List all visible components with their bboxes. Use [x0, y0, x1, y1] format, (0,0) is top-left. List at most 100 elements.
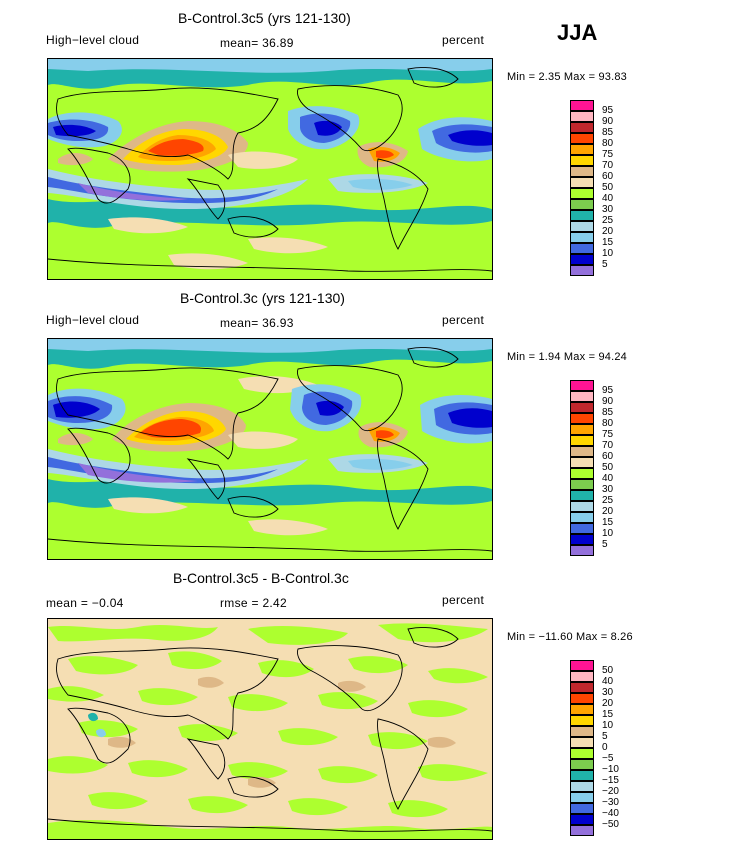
panel-3-minmax: Min = −11.60 Max = 8.26	[507, 631, 633, 643]
panel-2-swatch-8	[570, 457, 594, 468]
panel-1-colorbar-label: 95	[602, 105, 614, 116]
panel-1-colorbar-label: 25	[602, 215, 614, 226]
panel-2-colorbar-label: 85	[602, 407, 614, 418]
panel-2-swatch-16	[570, 545, 594, 556]
panel-3-swatch-14	[570, 803, 594, 814]
panel-3-title: B-Control.3c5 - B-Control.3c	[173, 570, 349, 586]
panel-3-swatch-12	[570, 781, 594, 792]
panel-1-swatch-1	[570, 100, 594, 111]
panel-1-swatch-3	[570, 122, 594, 133]
panel-3-swatch-9	[570, 748, 594, 759]
panel-1-colorbar-label: 85	[602, 127, 614, 138]
panel-3-swatch-15	[570, 814, 594, 825]
panel-3-swatch-10	[570, 759, 594, 770]
panel-2-swatch-10	[570, 479, 594, 490]
panel-1-colorbar-label: 5	[602, 259, 608, 270]
panel-1-units-label: percent	[442, 33, 485, 47]
panel-1-swatch-2	[570, 111, 594, 122]
panel-2-colorbar-label: 40	[602, 473, 614, 484]
panel-2-colorbar-label: 75	[602, 429, 614, 440]
panel-1-colorbar-label: 15	[602, 237, 614, 248]
panel-2-units-label: percent	[442, 313, 485, 327]
panel-1-swatch-15	[570, 254, 594, 265]
panel-2-swatch-13	[570, 512, 594, 523]
panel-3-swatch-13	[570, 792, 594, 803]
panel-2-swatch-11	[570, 490, 594, 501]
panel-2-swatch-1	[570, 380, 594, 391]
panel-3-swatch-5	[570, 704, 594, 715]
panel-3-rmse-label: rmse = 2.42	[220, 596, 287, 610]
panel-2-swatch-15	[570, 534, 594, 545]
panel-2-swatch-2	[570, 391, 594, 402]
panel-2-mean-label: mean= 36.93	[220, 316, 294, 330]
panel-2-colorbar-label: 25	[602, 495, 614, 506]
panel-3-colorbar-label: 40	[602, 676, 614, 687]
panel-3-swatch-7	[570, 726, 594, 737]
panel-3-colorbar-label: −40	[602, 808, 619, 819]
panel-1-colorbar-label: 70	[602, 160, 614, 171]
panel-2-colorbar-label: 80	[602, 418, 614, 429]
panel-1-swatch-13	[570, 232, 594, 243]
panel-2-colorbar-label: 60	[602, 451, 614, 462]
panel-3-colorbar-label: 10	[602, 720, 614, 731]
panel-1-swatch-10	[570, 199, 594, 210]
panel-1-colorbar-label: 50	[602, 182, 614, 193]
panel-2-colorbar-label: 50	[602, 462, 614, 473]
panel-1-colorbar-label: 40	[602, 193, 614, 204]
panel-3-colorbar-label: −50	[602, 819, 619, 830]
panel-2-colorbar-label: 30	[602, 484, 614, 495]
panel-1-title: B-Control.3c5 (yrs 121-130)	[178, 10, 351, 26]
panel-1-swatch-16	[570, 265, 594, 276]
panel-1-colorbar-label: 30	[602, 204, 614, 215]
panel-3-swatch-11	[570, 770, 594, 781]
panel-1-colorbar-label: 90	[602, 116, 614, 127]
panel-3-colorbar-label: −5	[602, 753, 614, 764]
panel-3-colorbar-label: 30	[602, 687, 614, 698]
panel-3-swatch-4	[570, 693, 594, 704]
panel-1-swatch-11	[570, 210, 594, 221]
panel-3-swatch-1	[570, 660, 594, 671]
panel-1-minmax: Min = 2.35 Max = 93.83	[507, 71, 627, 83]
panel-2-cloud-map	[47, 338, 493, 560]
panel-1-colorbar-label: 20	[602, 226, 614, 237]
panel-1-swatch-9	[570, 188, 594, 199]
panel-3-mean-label: mean = −0.04	[46, 596, 124, 610]
panel-2-variable-label: High−level cloud	[46, 313, 140, 327]
panel-2-swatch-14	[570, 523, 594, 534]
panel-2-swatch-7	[570, 446, 594, 457]
panel-1-colorbar-label: 75	[602, 149, 614, 160]
panel-1-swatch-14	[570, 243, 594, 254]
panel-3-colorbar-label: 50	[602, 665, 614, 676]
panel-1-colorbar-label: 80	[602, 138, 614, 149]
panel-1-colorbar-label: 10	[602, 248, 614, 259]
panel-3-swatch-3	[570, 682, 594, 693]
panel-2-colorbar-label: 70	[602, 440, 614, 451]
panel-3-colorbar-label: 0	[602, 742, 608, 753]
panel-3-colorbar-label: 15	[602, 709, 614, 720]
panel-2-colorbar-label: 20	[602, 506, 614, 517]
panel-3-colorbar-label: −10	[602, 764, 619, 775]
panel-3-swatch-16	[570, 825, 594, 836]
panel-2-swatch-4	[570, 413, 594, 424]
panel-2-colorbar-label: 15	[602, 517, 614, 528]
panel-2-swatch-5	[570, 424, 594, 435]
panel-2-colorbar: 95 90 85 80 75 70 60 50 40 30 25 20 15 1…	[570, 380, 630, 556]
panel-2-minmax: Min = 1.94 Max = 94.24	[507, 351, 627, 363]
panel-1-swatch-4	[570, 133, 594, 144]
panel-1-colorbar: 95 90 85 80 75 70 60 50 40 30 25 20 15 1…	[570, 100, 630, 276]
panel-3-colorbar-label: 20	[602, 698, 614, 709]
panel-3-colorbar-label: −15	[602, 775, 619, 786]
panel-1-colorbar-label: 60	[602, 171, 614, 182]
panel-2-colorbar-label: 90	[602, 396, 614, 407]
panel-1-swatch-12	[570, 221, 594, 232]
panel-1-mean-label: mean= 36.89	[220, 36, 294, 50]
panel-1-variable-label: High−level cloud	[46, 33, 140, 47]
panel-3-swatch-8	[570, 737, 594, 748]
panel-3-units-label: percent	[442, 593, 485, 607]
panel-1-swatch-6	[570, 155, 594, 166]
panel-1-swatch-7	[570, 166, 594, 177]
panel-3-colorbar-label: −30	[602, 797, 619, 808]
panel-3-colorbar: 50 40 30 20 15 10 5 0 −5 −10 −15 −20 −30…	[570, 660, 630, 836]
panel-3-swatch-6	[570, 715, 594, 726]
panel-2-swatch-6	[570, 435, 594, 446]
